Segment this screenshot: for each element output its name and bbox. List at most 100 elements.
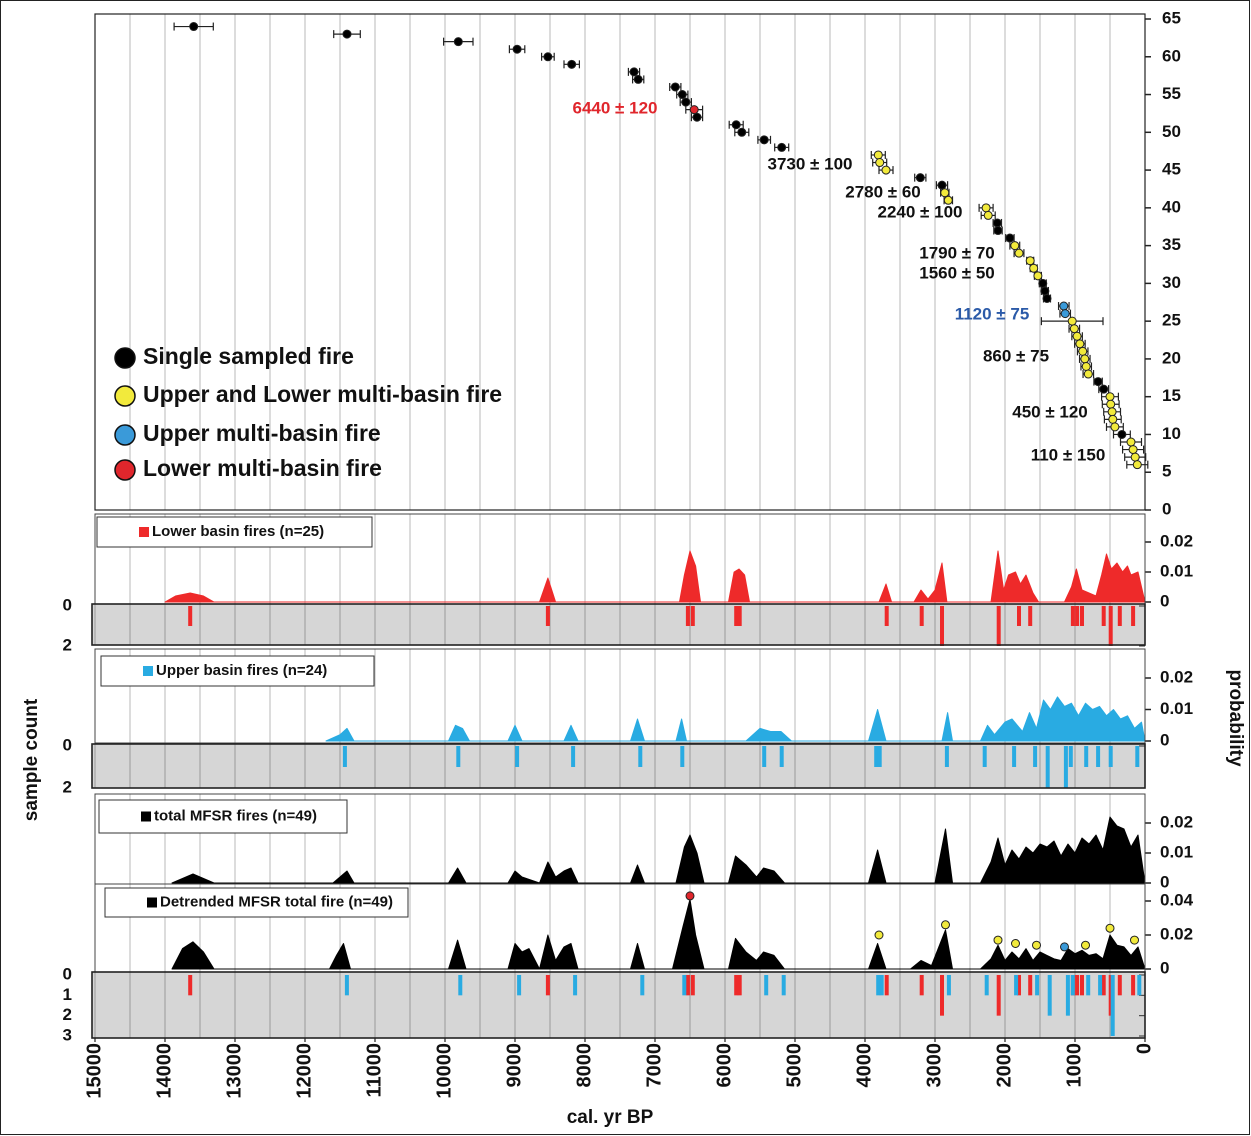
count-bar: [762, 746, 767, 767]
point: [189, 22, 199, 32]
point: [1130, 452, 1140, 462]
y-tick-label: 0.02: [1160, 924, 1193, 943]
point: [1105, 392, 1115, 402]
x-axis-title: cal. yr BP: [567, 1107, 654, 1128]
point: [1106, 399, 1116, 409]
y-tick-label: 0.04: [1160, 890, 1194, 909]
point: [1107, 407, 1117, 417]
point: [1033, 271, 1043, 281]
x-tick-label: 5000: [783, 1043, 805, 1088]
point: [1059, 301, 1069, 311]
y-axis-title: probability: [1225, 669, 1246, 767]
point: [915, 173, 925, 183]
y-tick-label: 55: [1162, 84, 1181, 103]
y-tick-label: 0.02: [1160, 667, 1193, 686]
count-bar: [919, 606, 924, 626]
count-bar: [1080, 606, 1084, 626]
point: [453, 37, 463, 47]
count-bar: [876, 975, 881, 996]
legend-swatch: [147, 897, 157, 908]
count-bar: [1068, 746, 1073, 767]
count-bar: [680, 746, 685, 767]
annotation: 3730 ± 100: [768, 154, 853, 173]
count-bar: [517, 975, 522, 996]
point: [342, 29, 352, 39]
density-area: [325, 696, 1146, 742]
y-tick-label: 0.02: [1160, 812, 1193, 831]
peak-marker: [685, 891, 695, 901]
peak-marker: [1081, 940, 1090, 950]
plot-frame: [94, 648, 1146, 744]
count-bar: [940, 975, 944, 1016]
y-tick-label: 1: [63, 985, 72, 1004]
x-tick-label: 2000: [993, 1043, 1015, 1088]
count-bar: [1131, 606, 1136, 626]
count-bar: [1080, 975, 1084, 996]
rug-frame: [91, 603, 1146, 646]
count-bar: [573, 975, 578, 996]
count-bar: [1047, 975, 1052, 1016]
count-bar: [884, 606, 889, 626]
annotation: 6440 ± 120: [573, 98, 658, 117]
count-bar: [690, 606, 695, 626]
count-bar: [1028, 975, 1033, 996]
count-bar: [982, 746, 987, 767]
point: [692, 112, 702, 122]
point: [875, 158, 885, 168]
x-tick-label: 3000: [923, 1043, 945, 1088]
count-bar: [779, 746, 784, 767]
point: [881, 165, 891, 175]
y-tick-label: 5: [1162, 462, 1171, 481]
legend-label: Upper and Lower multi-basin fire: [143, 381, 502, 407]
legend-label: Upper basin fires (n=24): [156, 662, 327, 679]
point: [1093, 377, 1103, 387]
legend-marker: [114, 385, 136, 407]
count-bar: [1135, 746, 1140, 767]
count-bar: [188, 975, 193, 996]
y-tick-label: 0: [63, 595, 72, 614]
legend-marker: [114, 459, 136, 481]
x-tick-label: 1000: [1063, 1043, 1085, 1088]
count-bar: [737, 606, 742, 626]
count-bar: [879, 975, 884, 996]
count-bar: [764, 975, 769, 996]
annotation: 860 ± 75: [983, 346, 1049, 365]
rug-frame: [91, 743, 1146, 789]
density-area: [164, 550, 1146, 603]
count-bar: [1045, 746, 1050, 788]
x-tick-label: 6000: [713, 1043, 735, 1088]
point: [981, 203, 991, 213]
density-area: [171, 816, 1146, 884]
point: [873, 150, 883, 160]
count-bar: [1117, 606, 1122, 626]
count-bar: [996, 975, 1001, 1016]
plot-frame: [94, 13, 1146, 511]
point: [983, 210, 993, 220]
point: [1110, 422, 1120, 432]
count-bar: [1110, 975, 1115, 1036]
count-bar: [1017, 975, 1021, 996]
y-tick-label: 35: [1162, 235, 1181, 254]
peak-marker: [874, 930, 884, 940]
y-tick-label: 40: [1162, 197, 1181, 216]
y-tick-label: 20: [1162, 348, 1181, 367]
annotation: 1120 ± 75: [955, 304, 1030, 323]
y-tick-label: 0.01: [1160, 699, 1193, 718]
count-bar: [1070, 975, 1075, 996]
x-tick-label: 15000: [83, 1043, 105, 1099]
y-tick-label: 3: [63, 1025, 72, 1044]
point: [1025, 256, 1035, 266]
point: [1128, 445, 1138, 455]
density-area: [171, 898, 1146, 970]
point: [1067, 316, 1077, 326]
count-bar: [781, 975, 786, 996]
count-bar: [456, 746, 461, 767]
peak-marker: [941, 920, 950, 930]
count-bar: [1096, 746, 1101, 767]
count-bar: [458, 975, 463, 996]
point: [543, 52, 553, 62]
point: [1060, 309, 1070, 319]
count-bar: [984, 975, 989, 996]
point: [1069, 324, 1079, 334]
